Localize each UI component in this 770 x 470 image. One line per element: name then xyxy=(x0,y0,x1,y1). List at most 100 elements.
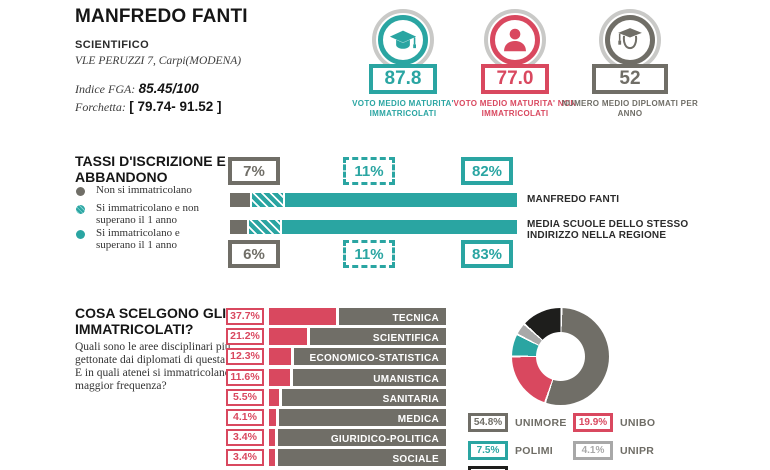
uni-legend-polimi: 7.5% POLIMI xyxy=(468,441,553,460)
kpi-circle-diplomati xyxy=(599,9,661,71)
discipline-label: SOCIALE xyxy=(392,454,439,466)
kpi-value-non-immatricolati: 77.0 xyxy=(481,64,549,94)
discipline-row: 11.6% UMANISTICA xyxy=(226,368,448,386)
discipline-label: GIURIDICO-POLITICA xyxy=(330,434,439,446)
kpi-label-diplomati: NUMERO MEDIO DIPLOMATI PER ANNO xyxy=(561,99,699,118)
donut-hole xyxy=(536,332,585,381)
choices-section-title: COSA SCELGONO GLI IMMATRICOLATI? xyxy=(75,305,227,337)
discipline-bar-fill xyxy=(269,388,279,406)
discipline-label: SCIENTIFICA xyxy=(372,333,439,345)
discipline-bar-fill xyxy=(269,408,277,426)
kpi-label-immatricolati: VOTO MEDIO MATURITA' IMMATRICOLATI xyxy=(352,99,454,118)
uni-pct-box: 54.8% xyxy=(468,413,508,432)
bar-segment-no-enroll xyxy=(230,193,250,207)
kpi-ring xyxy=(378,15,428,65)
pct-label-bottom-no-enroll: 6% xyxy=(228,240,280,268)
stacked-bar-school xyxy=(230,193,517,207)
discipline-pct: 4.1% xyxy=(226,408,264,426)
uni-name: POLIMI xyxy=(515,444,553,457)
range-value: [ 79.74- 91.52 ] xyxy=(129,99,222,114)
fga-range-line: Forchetta: [ 79.74- 91.52 ] xyxy=(75,99,222,115)
discipline-bar-rest: SANITARIA xyxy=(281,388,446,406)
fga-label: Indice FGA: xyxy=(75,82,136,96)
bar-segment-dropout xyxy=(251,193,283,207)
graduate-icon xyxy=(618,28,642,50)
discipline-bar-fill xyxy=(269,368,290,386)
discipline-bar-rest: GIURIDICO-POLITICA xyxy=(278,429,446,447)
uni-legend-unipr: 4.1% UNIPR xyxy=(573,441,654,460)
kpi-value-diplomati: 52 xyxy=(592,64,668,94)
pct-label-top-dropout: 11% xyxy=(343,157,395,185)
discipline-bar-fill xyxy=(269,449,276,467)
discipline-row: 5.5% SANITARIA xyxy=(226,388,448,406)
bar-segment-pass xyxy=(282,220,517,234)
discipline-label: UMANISTICA xyxy=(373,373,439,385)
kpi-ring xyxy=(490,15,540,65)
discipline-bar-rest: ECONOMICO-STATISTICA xyxy=(293,348,446,366)
legend-label: Non si immatricolano xyxy=(96,184,192,196)
discipline-row: 21.2% SCIENTIFICA xyxy=(226,328,448,346)
kpi-ring xyxy=(605,15,655,65)
legend-label: Si immatricolano e superano il 1 anno xyxy=(96,227,180,251)
pct-label-bottom-pass: 83% xyxy=(461,240,513,268)
discipline-pct: 21.2% xyxy=(226,328,264,346)
legend-item-no-enroll: Non si immatricolano xyxy=(76,184,221,197)
legend-item-enroll-dropout: Si immatricolano e non superano il 1 ann… xyxy=(76,202,221,226)
discipline-bar-fill xyxy=(269,348,291,366)
pct-label-bottom-dropout: 11% xyxy=(343,240,395,268)
discipline-bars: 37.7% TECNICA 21.2% SCIENTIFICA 12.3% EC… xyxy=(226,308,448,467)
enrollment-section-title: TASSI D'ISCRIZIONE E ABBANDONO xyxy=(75,153,226,185)
discipline-row: 3.4% SOCIALE xyxy=(226,449,448,467)
discipline-row: 37.7% TECNICA xyxy=(226,308,448,325)
page-title: MANFREDO FANTI xyxy=(75,6,248,27)
kpi-circle-immatricolati xyxy=(372,9,434,71)
bar-row-label-school: MANFREDO FANTI xyxy=(527,194,620,205)
discipline-pct: 5.5% xyxy=(226,388,264,406)
discipline-pct: 37.7% xyxy=(226,308,264,325)
discipline-bar-fill xyxy=(269,328,307,346)
discipline-bar-rest: UMANISTICA xyxy=(292,368,446,386)
pct-label-top-no-enroll: 7% xyxy=(228,157,280,185)
discipline-label: TECNICA xyxy=(392,313,439,324)
discipline-row: 3.4% GIURIDICO-POLITICA xyxy=(226,429,448,447)
discipline-label: ECONOMICO-STATISTICA xyxy=(309,353,439,365)
uni-legend-other xyxy=(468,466,515,470)
discipline-bar-fill xyxy=(269,429,276,447)
discipline-row: 4.1% MEDICA xyxy=(226,408,448,426)
bar-segment-no-enroll xyxy=(230,220,247,234)
school-type: SCIENTIFICO xyxy=(75,39,150,51)
legend-item-enroll-pass: Si immatricolano e superano il 1 anno xyxy=(76,227,221,251)
uni-pct-box: 19.9% xyxy=(573,413,613,432)
discipline-pct: 11.6% xyxy=(226,368,264,386)
uni-pct-box: 4.1% xyxy=(573,441,613,460)
uni-legend-unibo: 19.9% UNIBO xyxy=(573,413,655,432)
person-icon xyxy=(504,28,526,52)
kpi-value-immatricolati: 87.8 xyxy=(369,64,437,94)
bar-segment-dropout xyxy=(248,220,281,234)
legend-dot xyxy=(76,205,85,214)
discipline-bar-rest: SCIENTIFICA xyxy=(309,328,446,346)
legend-label: Si immatricolano e non superano il 1 ann… xyxy=(96,202,199,226)
uni-legend-unimore: 54.8% UNIMORE xyxy=(468,413,567,432)
uni-name: UNIBO xyxy=(620,416,656,429)
uni-pct-box: 7.5% xyxy=(468,441,508,460)
discipline-label: SANITARIA xyxy=(382,393,439,405)
discipline-bar-fill xyxy=(269,308,336,325)
school-address: VLE PERUZZI 7, Carpi(MODENA) xyxy=(75,55,242,67)
bar-segment-pass xyxy=(284,193,517,207)
discipline-pct: 12.3% xyxy=(226,348,264,366)
pct-label-top-pass: 82% xyxy=(461,157,513,185)
discipline-pct: 3.4% xyxy=(226,449,264,467)
kpi-label-non-immatricolati: VOTO MEDIO MATURITA' NON IMMATRICOLATI xyxy=(453,99,577,118)
uni-name: UNIMORE xyxy=(515,416,567,429)
legend-dot xyxy=(76,230,85,239)
uni-pct-box xyxy=(468,466,508,470)
legend-dot xyxy=(76,187,85,196)
stacked-bar-region-average xyxy=(230,220,517,234)
discipline-bar-rest: SOCIALE xyxy=(278,449,446,467)
uni-name: UNIPR xyxy=(620,444,655,457)
graduation-cap-icon xyxy=(389,30,417,49)
discipline-row: 12.3% ECONOMICO-STATISTICA xyxy=(226,348,448,366)
discipline-bar-rest: TECNICA xyxy=(338,308,446,325)
